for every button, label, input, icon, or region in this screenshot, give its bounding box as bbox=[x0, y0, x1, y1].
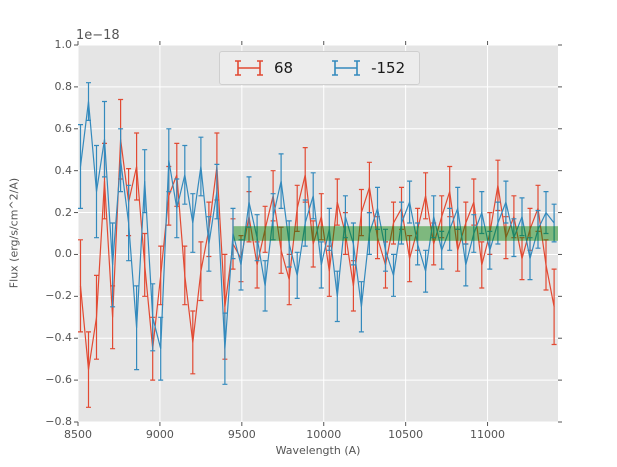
axis-ticks bbox=[74, 41, 562, 426]
x-tick-label: 10500 bbox=[388, 428, 424, 441]
legend-item: -152 bbox=[331, 59, 405, 77]
y-axis-offset-text: 1e−18 bbox=[76, 28, 120, 43]
y-tick-label: 0.6 bbox=[54, 121, 73, 135]
x-tick-label: 8500 bbox=[64, 428, 92, 441]
y-tick-label: 0.8 bbox=[54, 79, 73, 93]
y-tick-label: 1.0 bbox=[54, 38, 73, 51]
x-tick-label: 11000 bbox=[470, 428, 506, 441]
y-tick-label: 0.4 bbox=[54, 163, 73, 177]
errorbar-marker-icon bbox=[332, 60, 361, 76]
y-axis-label: Flux (erg/s/cm^2/A) bbox=[7, 177, 21, 289]
y-tick-label: 0.0 bbox=[54, 247, 73, 261]
legend-item: 68 bbox=[234, 59, 293, 77]
y-tick-label: −0.6 bbox=[45, 373, 72, 387]
x-tick-label: 9000 bbox=[145, 428, 174, 441]
legend-label: 68 bbox=[274, 58, 294, 77]
y-tick-label: −0.2 bbox=[45, 289, 72, 303]
x-axis-label: Wavelength (A) bbox=[275, 444, 361, 457]
x-tick-label: 9500 bbox=[227, 428, 256, 441]
highlight-band bbox=[233, 226, 558, 241]
line--152 bbox=[79, 101, 555, 349]
y-tick-label: −0.8 bbox=[45, 415, 72, 428]
legend: 68 -152 bbox=[219, 51, 421, 85]
y-tick-label: −0.4 bbox=[45, 331, 72, 345]
gridlines bbox=[77, 44, 558, 423]
x-tick-label: 10000 bbox=[306, 428, 342, 441]
series-68 bbox=[78, 98, 557, 408]
series--152 bbox=[78, 82, 557, 385]
errorbar-marker-icon bbox=[235, 60, 263, 76]
y-tick-label: 0.2 bbox=[54, 205, 73, 219]
legend-label: -152 bbox=[371, 58, 406, 77]
